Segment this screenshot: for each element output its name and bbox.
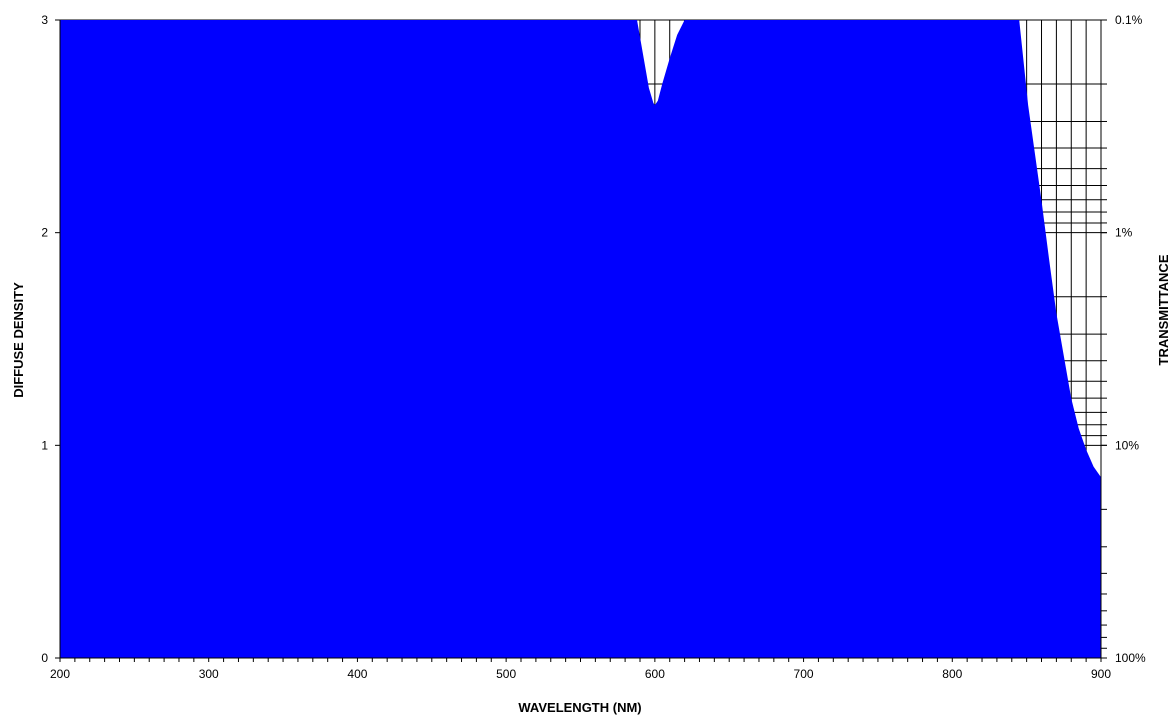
y-tick-label: 0 [41,651,48,665]
y-axis-ticks: 0 1 2 3 [41,13,60,665]
y2-tick-label: 100% [1115,651,1146,665]
x-tick-label: 800 [942,667,962,681]
x-axis-ticks: 200 300 400 500 600 700 800 900 [50,658,1111,681]
x-tick-label: 500 [496,667,516,681]
x-tick-label: 300 [199,667,219,681]
y2-tick-label: 10% [1115,438,1139,452]
x-tick-label: 200 [50,667,70,681]
x-tick-label: 400 [347,667,367,681]
x-tick-label: 700 [794,667,814,681]
x-axis-title: WAVELENGTH (NM) [518,700,641,715]
y2-axis-title: TRANSMITTANCE [1156,254,1171,365]
density-area-series [60,20,1101,658]
x-tick-label: 600 [645,667,665,681]
x-tick-label: 900 [1091,667,1111,681]
y-tick-label: 2 [41,226,48,240]
y2-axis-ticks: 0.1% 1% 10% 100% [1101,13,1146,665]
y-tick-label: 1 [41,438,48,452]
y-tick-label: 3 [41,13,48,27]
axes [56,20,1102,659]
y2-tick-label: 1% [1115,226,1133,240]
y-axis-title: DIFFUSE DENSITY [11,282,26,398]
y2-tick-label: 0.1% [1115,13,1143,27]
